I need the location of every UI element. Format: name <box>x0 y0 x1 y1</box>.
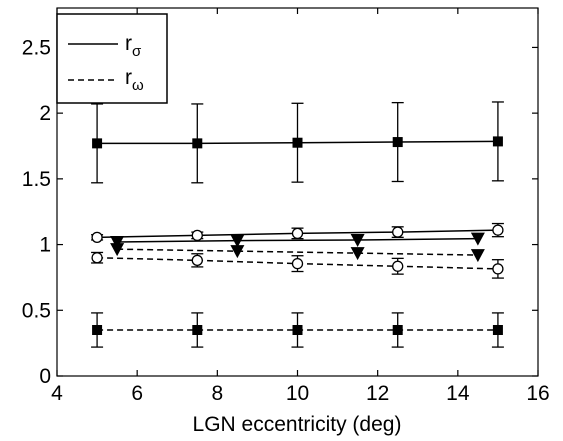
y-tick-label: 2 <box>39 102 51 125</box>
marker-square <box>392 137 403 148</box>
marker-circle <box>191 254 203 266</box>
marker-square <box>92 325 103 335</box>
marker-triangle-down <box>470 232 485 246</box>
x-tick-label: 12 <box>366 382 389 405</box>
marker-circle <box>91 231 103 243</box>
series-5 <box>110 232 485 249</box>
marker-square <box>292 137 303 148</box>
marker-square <box>192 138 203 149</box>
marker-triangle-down <box>230 234 245 248</box>
marker-square <box>192 325 203 335</box>
marker-square <box>292 325 303 335</box>
marker-triangle-down <box>230 245 245 259</box>
y-tick-label: 2.5 <box>22 36 51 59</box>
x-tick-label: 8 <box>211 382 223 405</box>
series-line <box>117 237 478 243</box>
marker-square <box>492 136 503 147</box>
marker-circle <box>392 260 404 272</box>
x-tick-label: 4 <box>51 382 63 405</box>
legend-box <box>56 13 168 104</box>
marker-circle <box>291 257 304 270</box>
y-tick-label: 1.5 <box>22 168 51 191</box>
x-tick-label: 16 <box>526 382 549 405</box>
marker-circle <box>392 226 404 238</box>
x-tick-label: 6 <box>131 382 143 405</box>
marker-triangle-down <box>110 243 125 257</box>
marker-triangle-down <box>110 235 125 249</box>
marker-circle <box>492 224 504 236</box>
x-tick-label: 14 <box>446 382 470 405</box>
marker-square <box>92 138 103 149</box>
marker-circle <box>91 252 103 264</box>
series-2 <box>91 312 504 348</box>
series-3 <box>91 222 504 243</box>
marker-circle <box>191 229 203 242</box>
series-4 <box>91 251 504 279</box>
series-1 <box>91 101 504 184</box>
marker-triangle-down <box>470 249 485 263</box>
marker-circle <box>291 227 304 240</box>
x-tick-label: 10 <box>286 382 309 405</box>
series-layer <box>91 101 504 348</box>
marker-triangle-down <box>350 233 365 247</box>
legend-label-r-sigma: rσ <box>125 32 142 60</box>
marker-square <box>392 325 403 335</box>
legend: rσ rω <box>56 13 168 104</box>
y-tick-label: 0.5 <box>22 299 51 322</box>
y-tick-label: 1 <box>39 234 51 257</box>
y-tick-label: 0 <box>39 365 51 388</box>
marker-triangle-down <box>350 247 365 261</box>
series-6 <box>110 243 485 263</box>
legend-label-r-omega: rω <box>125 66 144 94</box>
marker-circle <box>492 263 504 275</box>
x-axis-label: LGN eccentricity (deg) <box>193 413 402 436</box>
marker-square <box>492 325 503 335</box>
series-line <box>117 248 478 256</box>
